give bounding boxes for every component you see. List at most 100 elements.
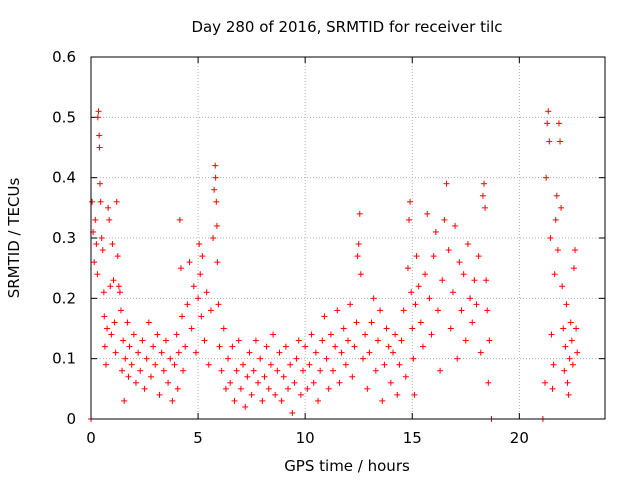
data-point <box>130 331 137 338</box>
data-point <box>321 313 328 320</box>
data-point <box>210 235 217 241</box>
data-point <box>212 162 219 169</box>
data-point <box>198 313 205 320</box>
data-point <box>362 331 369 338</box>
data-point <box>135 349 142 356</box>
data-point <box>389 349 396 356</box>
data-point <box>278 397 285 404</box>
data-point <box>312 349 319 356</box>
data-point <box>272 391 279 398</box>
data-point <box>289 409 296 416</box>
data-point <box>265 385 272 392</box>
data-point <box>443 180 450 187</box>
data-point <box>374 337 381 344</box>
y-tick-label: 0 <box>66 410 76 428</box>
data-point <box>98 235 105 241</box>
data-point <box>302 343 309 350</box>
data-point <box>471 277 478 284</box>
y-tick-label: 0.6 <box>52 48 76 66</box>
data-point <box>547 235 554 241</box>
data-point <box>195 295 202 302</box>
data-point <box>156 391 163 398</box>
data-point <box>426 295 433 302</box>
data-point <box>338 349 345 356</box>
data-point <box>379 397 386 404</box>
data-point <box>555 120 562 127</box>
data-point <box>330 367 337 374</box>
data-point <box>201 337 208 344</box>
data-point <box>218 367 225 374</box>
data-point <box>274 367 281 374</box>
data-point <box>413 253 420 260</box>
data-point <box>349 373 356 380</box>
data-point <box>485 379 492 386</box>
data-point <box>107 283 114 290</box>
data-point <box>315 397 322 404</box>
data-point <box>215 301 222 308</box>
data-point <box>325 385 332 392</box>
data-point <box>233 367 240 374</box>
data-point <box>323 355 330 362</box>
data-point <box>106 216 113 223</box>
data-point <box>244 373 251 380</box>
y-tick-label: 0.3 <box>52 229 76 247</box>
data-point <box>282 343 289 350</box>
data-point <box>287 361 294 368</box>
data-point <box>441 216 448 223</box>
data-point <box>158 349 165 356</box>
data-point <box>417 319 424 326</box>
data-point <box>147 373 154 380</box>
x-tick-label: 15 <box>403 429 422 447</box>
data-points <box>88 108 581 422</box>
data-point <box>110 277 117 284</box>
data-point <box>99 247 106 254</box>
data-point <box>469 319 476 326</box>
data-point <box>267 361 274 368</box>
data-point <box>291 379 298 386</box>
data-point <box>108 331 115 338</box>
data-point <box>176 216 183 223</box>
data-point <box>250 367 257 374</box>
data-point <box>545 108 552 115</box>
data-point <box>113 198 120 205</box>
y-tick-label: 0.1 <box>52 350 76 368</box>
data-point <box>94 271 101 278</box>
data-point <box>308 331 315 338</box>
data-point <box>557 138 564 145</box>
data-point <box>154 331 161 338</box>
data-point <box>89 198 96 205</box>
data-point <box>560 325 567 332</box>
data-point <box>280 373 287 380</box>
data-point <box>359 355 366 362</box>
data-point <box>213 198 220 205</box>
data-point <box>415 283 422 290</box>
data-point <box>354 253 361 260</box>
data-point <box>92 216 99 223</box>
data-point <box>109 241 116 248</box>
data-point <box>114 253 121 260</box>
data-point <box>407 198 414 205</box>
data-point <box>342 361 349 368</box>
data-point <box>484 307 491 314</box>
data-point <box>188 325 195 332</box>
y-ticks: 0 0.1 0.2 0.3 0.4 0.5 0.6 <box>52 48 605 428</box>
data-point <box>387 379 394 386</box>
data-point <box>237 385 244 392</box>
data-point <box>370 295 377 302</box>
data-point <box>411 391 418 398</box>
data-point <box>96 144 103 151</box>
chart-title: Day 280 of 2016, SRMTID for receiver til… <box>191 18 502 36</box>
data-point <box>100 289 107 296</box>
data-point <box>306 361 313 368</box>
data-point <box>150 343 157 350</box>
data-point <box>381 361 388 368</box>
data-point <box>295 337 302 344</box>
data-point <box>408 289 415 296</box>
data-point <box>475 253 482 260</box>
data-point <box>332 343 339 350</box>
data-point <box>351 343 358 350</box>
data-point <box>319 337 326 344</box>
data-point <box>336 379 343 386</box>
x-tick-label: 5 <box>193 429 203 447</box>
data-point <box>558 204 565 211</box>
